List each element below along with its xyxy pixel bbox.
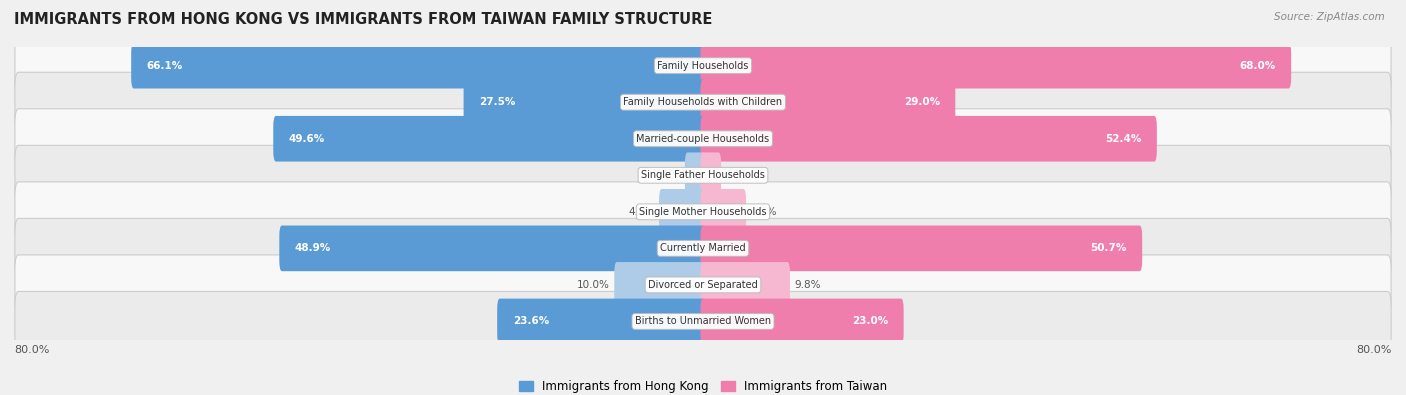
Text: 4.8%: 4.8% — [628, 207, 655, 217]
Text: 80.0%: 80.0% — [1357, 345, 1392, 355]
Text: 10.0%: 10.0% — [576, 280, 610, 290]
Text: Single Mother Households: Single Mother Households — [640, 207, 766, 217]
Text: 9.8%: 9.8% — [794, 280, 821, 290]
FancyBboxPatch shape — [700, 152, 721, 198]
Text: Divorced or Separated: Divorced or Separated — [648, 280, 758, 290]
FancyBboxPatch shape — [15, 255, 1391, 315]
Text: 27.5%: 27.5% — [479, 97, 516, 107]
Text: 68.0%: 68.0% — [1240, 61, 1275, 71]
FancyBboxPatch shape — [15, 72, 1391, 132]
Text: Currently Married: Currently Married — [661, 243, 745, 253]
Text: 48.9%: 48.9% — [295, 243, 330, 253]
Text: Family Households: Family Households — [658, 61, 748, 71]
Text: 23.6%: 23.6% — [513, 316, 548, 326]
FancyBboxPatch shape — [15, 109, 1391, 169]
Text: 29.0%: 29.0% — [904, 97, 939, 107]
Text: Married-couple Households: Married-couple Households — [637, 134, 769, 144]
Legend: Immigrants from Hong Kong, Immigrants from Taiwan: Immigrants from Hong Kong, Immigrants fr… — [513, 376, 893, 395]
FancyBboxPatch shape — [700, 262, 790, 308]
Text: IMMIGRANTS FROM HONG KONG VS IMMIGRANTS FROM TAIWAN FAMILY STRUCTURE: IMMIGRANTS FROM HONG KONG VS IMMIGRANTS … — [14, 12, 713, 27]
Text: 23.0%: 23.0% — [852, 316, 889, 326]
FancyBboxPatch shape — [685, 152, 706, 198]
Text: 52.4%: 52.4% — [1105, 134, 1142, 144]
Text: 49.6%: 49.6% — [288, 134, 325, 144]
FancyBboxPatch shape — [273, 116, 706, 162]
FancyBboxPatch shape — [15, 218, 1391, 278]
FancyBboxPatch shape — [700, 43, 1291, 88]
FancyBboxPatch shape — [700, 116, 1157, 162]
Text: 1.8%: 1.8% — [725, 170, 752, 180]
Text: 66.1%: 66.1% — [146, 61, 183, 71]
FancyBboxPatch shape — [659, 189, 706, 235]
FancyBboxPatch shape — [131, 43, 706, 88]
FancyBboxPatch shape — [700, 189, 747, 235]
FancyBboxPatch shape — [464, 79, 706, 125]
FancyBboxPatch shape — [700, 226, 1142, 271]
FancyBboxPatch shape — [498, 299, 706, 344]
Text: Family Households with Children: Family Households with Children — [623, 97, 783, 107]
Text: 1.8%: 1.8% — [654, 170, 681, 180]
FancyBboxPatch shape — [700, 79, 955, 125]
Text: 50.7%: 50.7% — [1090, 243, 1126, 253]
Text: Single Father Households: Single Father Households — [641, 170, 765, 180]
FancyBboxPatch shape — [280, 226, 706, 271]
FancyBboxPatch shape — [15, 36, 1391, 96]
FancyBboxPatch shape — [15, 182, 1391, 242]
Text: 80.0%: 80.0% — [14, 345, 49, 355]
FancyBboxPatch shape — [614, 262, 706, 308]
FancyBboxPatch shape — [700, 299, 904, 344]
FancyBboxPatch shape — [15, 145, 1391, 205]
Text: Source: ZipAtlas.com: Source: ZipAtlas.com — [1274, 12, 1385, 22]
Text: 4.7%: 4.7% — [751, 207, 778, 217]
Text: Births to Unmarried Women: Births to Unmarried Women — [636, 316, 770, 326]
FancyBboxPatch shape — [15, 292, 1391, 352]
